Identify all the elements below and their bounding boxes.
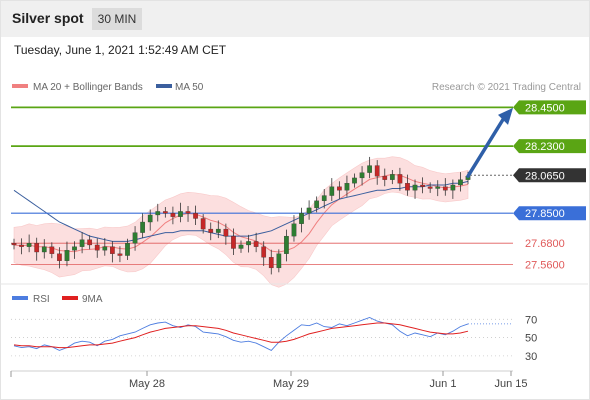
candle-body xyxy=(435,186,441,189)
ma50-legend-label: MA 50 xyxy=(175,82,204,93)
candle-body xyxy=(374,165,380,177)
candle-body xyxy=(427,186,433,189)
x-axis-tick-label: Jun 1 xyxy=(430,378,457,390)
rsi-ma-legend-label: 9MA xyxy=(82,294,103,305)
candle-body xyxy=(458,179,463,186)
candle-body xyxy=(132,232,138,244)
candle-body xyxy=(117,253,123,256)
candle-body xyxy=(367,165,372,173)
x-axis-tick-label: May 28 xyxy=(129,378,165,390)
candle-body xyxy=(359,172,365,179)
candle-body xyxy=(79,239,85,247)
candle-body xyxy=(49,246,55,254)
candle-body xyxy=(246,241,251,246)
candle-body xyxy=(208,228,214,233)
level-label: 27.8500 xyxy=(525,208,565,220)
candle-body xyxy=(276,253,282,269)
instrument-title: Silver spot xyxy=(12,10,84,26)
support-level-tag xyxy=(513,206,586,221)
bollinger-legend-swatch xyxy=(12,84,28,88)
resistance-level-tag xyxy=(513,100,586,115)
candle-body xyxy=(41,246,47,253)
candle-body xyxy=(193,213,198,219)
rsi-tick-label: 50 xyxy=(525,333,537,345)
candle-body xyxy=(299,213,304,224)
candle-body xyxy=(253,241,259,247)
rsi-line xyxy=(13,317,469,351)
candle-body xyxy=(185,211,191,214)
current-level-tag xyxy=(513,168,586,183)
candle-body xyxy=(155,211,161,216)
candle-body xyxy=(223,228,229,237)
candle-body xyxy=(412,184,418,191)
resistance-level-tag xyxy=(513,139,586,154)
candle-body xyxy=(200,218,206,230)
x-axis-tick-label: May 29 xyxy=(273,378,309,390)
candle-body xyxy=(238,244,244,249)
candle-body xyxy=(389,174,395,180)
candle-body xyxy=(450,184,456,191)
ma50-legend-swatch xyxy=(156,84,172,88)
candle-body xyxy=(178,211,183,217)
level-label: 28.2300 xyxy=(525,141,565,153)
candle-body xyxy=(314,200,320,209)
candle-body xyxy=(344,183,350,191)
candle-body xyxy=(162,211,168,214)
rsi-ma-legend-swatch xyxy=(62,296,78,300)
candle-body xyxy=(261,246,267,258)
forecast-arrow-shaft xyxy=(466,116,506,178)
candle-body xyxy=(268,257,274,269)
timeframe-badge[interactable]: 30 MIN xyxy=(92,8,142,30)
copyright-text: Research © 2021 Trading Central xyxy=(432,82,581,93)
candle-body xyxy=(352,177,357,184)
candle-body xyxy=(87,239,93,246)
candle-body xyxy=(34,243,40,253)
rsi-legend-swatch xyxy=(12,296,28,300)
level-label: 27.6800 xyxy=(525,238,565,250)
forecast-arrow-head xyxy=(498,107,513,125)
candle-body xyxy=(321,195,327,201)
candle-body xyxy=(306,207,312,214)
candle-body xyxy=(337,186,342,191)
rsi-ma-line xyxy=(13,322,469,349)
level-label: 27.5600 xyxy=(525,259,565,271)
candle-body xyxy=(140,221,145,233)
timestamp: Tuesday, June 1, 2021 1:52:49 AM CET xyxy=(14,43,227,57)
candle-body xyxy=(26,243,32,247)
candle-body xyxy=(405,183,410,191)
rsi-tick-label: 30 xyxy=(525,351,537,363)
rsi-tick-label: 70 xyxy=(525,314,537,326)
x-axis-tick-label: Jun 15 xyxy=(494,378,527,390)
candle-body xyxy=(170,213,176,217)
candle-body xyxy=(102,246,108,251)
rsi-legend-label: RSI xyxy=(33,294,50,305)
candle-body xyxy=(442,186,448,191)
candle-body xyxy=(231,235,236,249)
level-label: 28.0650 xyxy=(525,170,565,182)
candle-body xyxy=(147,214,153,223)
candle-body xyxy=(72,246,77,251)
candle-body xyxy=(420,184,425,187)
candle-body xyxy=(215,228,221,233)
candle-body xyxy=(382,176,388,180)
candle-body xyxy=(11,243,17,246)
bollinger-legend-label: MA 20 + Bollinger Bands xyxy=(33,82,143,93)
level-label: 28.4500 xyxy=(525,102,565,114)
candle-body xyxy=(19,244,24,247)
candle-body xyxy=(397,174,403,184)
candle-body xyxy=(291,223,297,237)
candle-body xyxy=(329,186,335,196)
candle-body xyxy=(64,250,70,261)
candle-body xyxy=(94,244,100,251)
candle-body xyxy=(57,253,62,261)
candle-body xyxy=(125,243,130,256)
candle-body xyxy=(110,246,115,254)
candle-body xyxy=(284,235,289,254)
